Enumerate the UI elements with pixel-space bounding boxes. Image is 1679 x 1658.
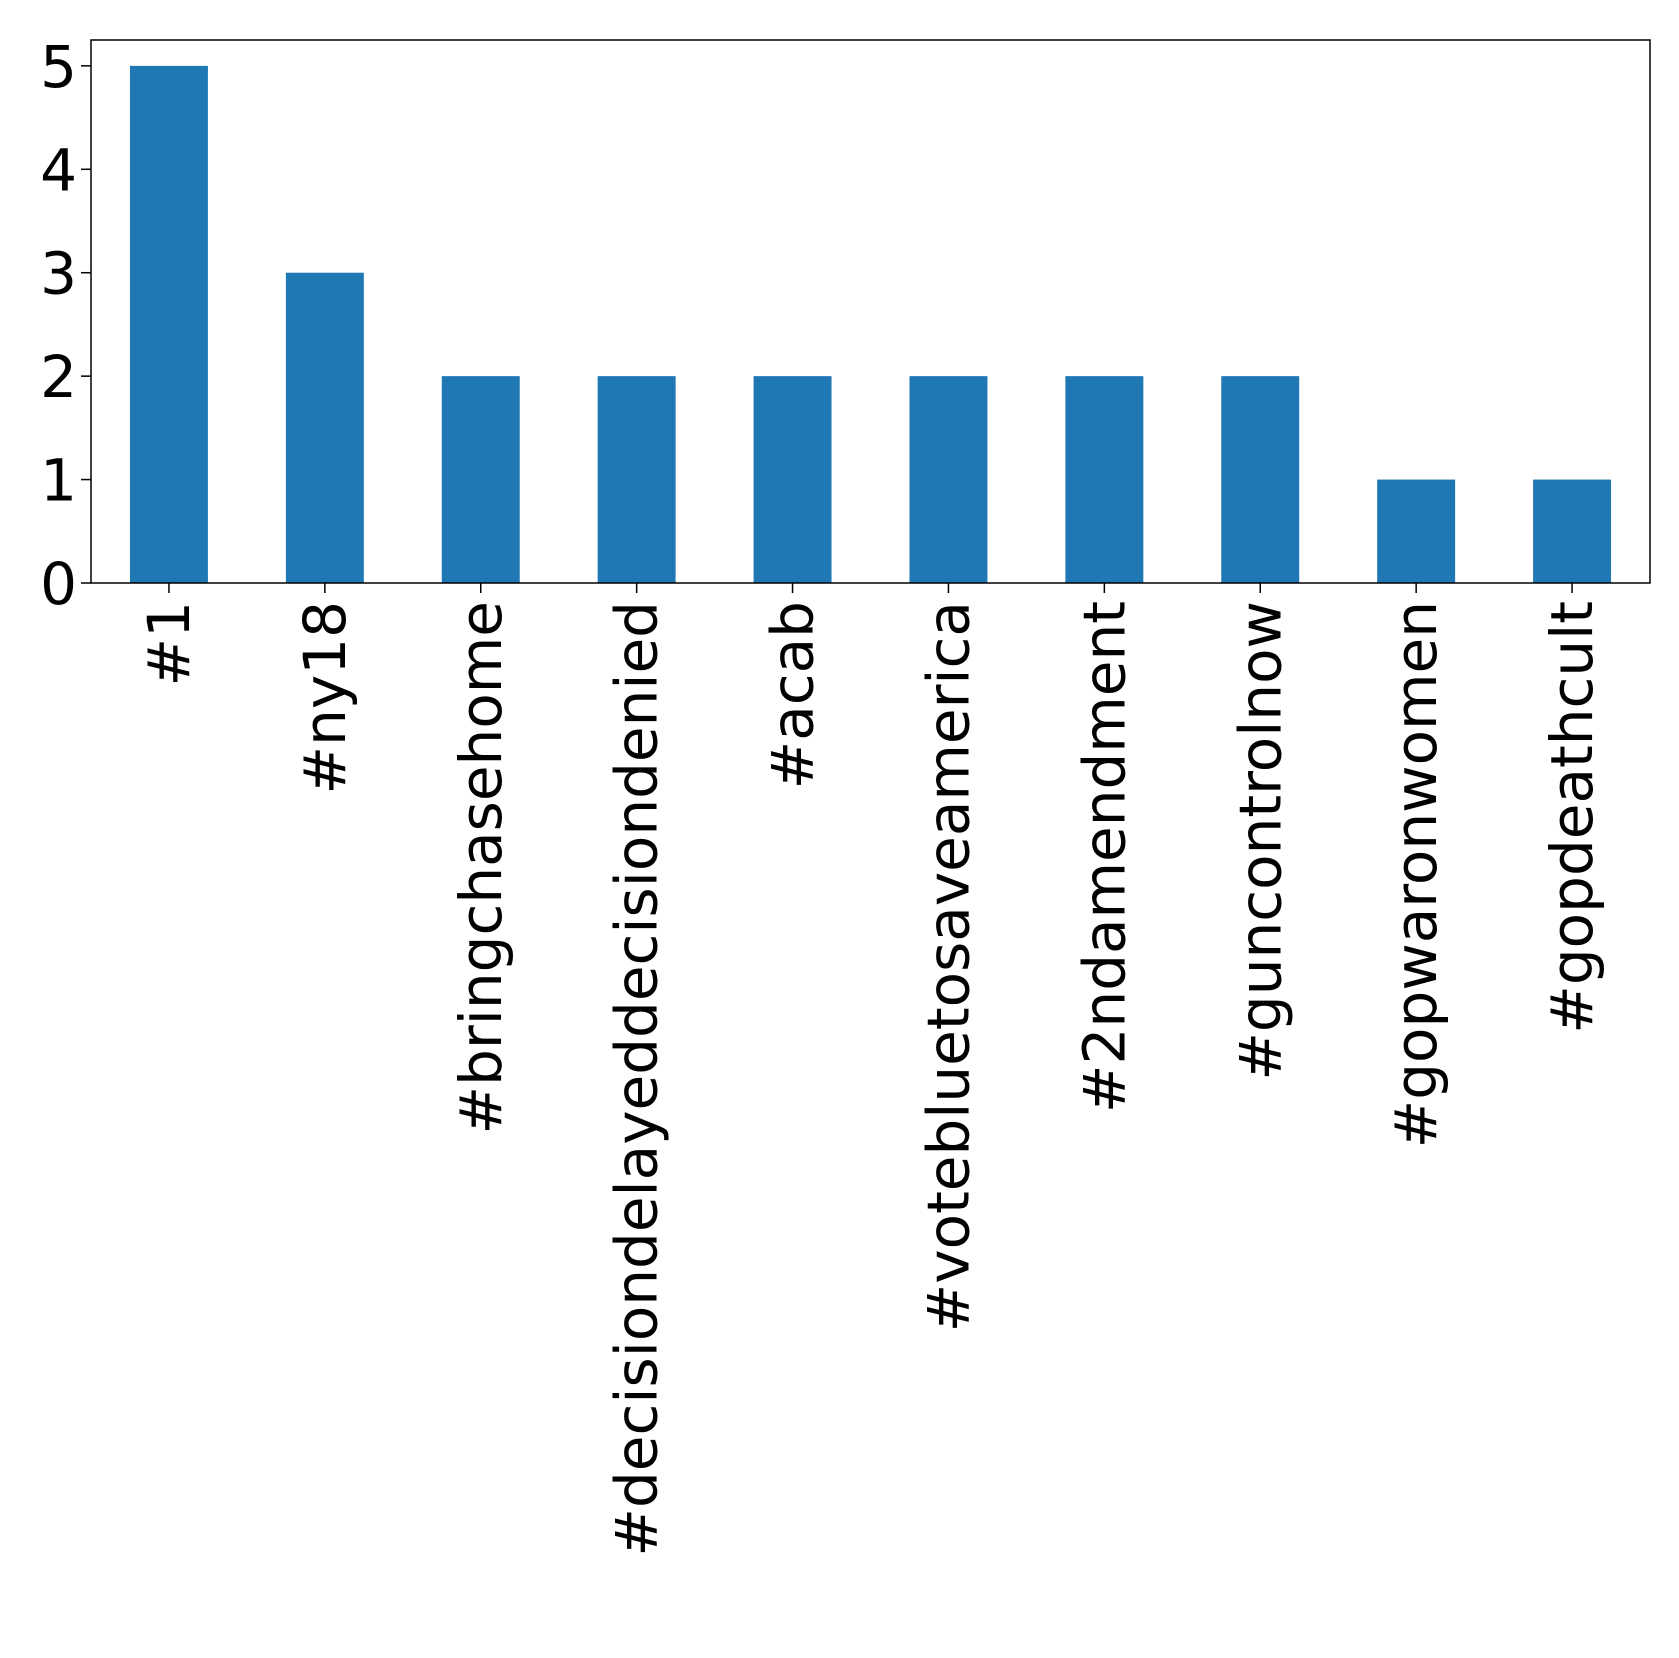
x-tick-label: #1 <box>135 601 203 687</box>
bar-ny18 <box>285 272 364 583</box>
bar-votebluetosaveamerica <box>909 376 988 583</box>
bar-gopwaronwomen <box>1377 479 1456 583</box>
y-tick-label: 4 <box>40 136 77 204</box>
x-tick-label: #votebluetosaveamerica <box>914 601 982 1332</box>
y-tick-label: 5 <box>40 33 77 101</box>
x-tick-label: #acab <box>759 601 827 789</box>
x-tick-label: #gopwaronwomen <box>1382 601 1450 1148</box>
bar-1 <box>129 65 208 584</box>
bar-2ndamendment <box>1065 376 1144 583</box>
bar-bringchasehome <box>441 376 520 583</box>
x-tick-label: #guncontrolnow <box>1226 601 1294 1081</box>
y-tick-label: 1 <box>40 447 77 515</box>
bar-acab <box>753 376 832 583</box>
x-tick-label: #ny18 <box>291 601 359 794</box>
x-axis: #1 #ny18 #bringchasehome #decisiondelayedde… <box>135 583 1606 1557</box>
bars <box>129 65 1612 584</box>
x-tick-label: #2ndamendment <box>1070 601 1138 1113</box>
x-tick-label: #gopdeathcult <box>1538 601 1606 1034</box>
bar-guncontrolnow <box>1221 376 1300 583</box>
bar-gopdeathcult <box>1533 479 1612 583</box>
y-tick-label: 3 <box>40 240 77 308</box>
x-tick-label: #bringchasehome <box>447 601 515 1134</box>
plot-frame <box>90 39 1651 584</box>
bar-decisiondelayeddecisiondenied <box>597 376 676 583</box>
x-tick-label: #decisiondelayeddecisiondenied <box>603 601 671 1557</box>
y-axis: 0 1 2 3 4 5 <box>40 33 91 618</box>
y-tick-label: 0 <box>40 550 77 618</box>
y-tick-label: 2 <box>40 343 77 411</box>
